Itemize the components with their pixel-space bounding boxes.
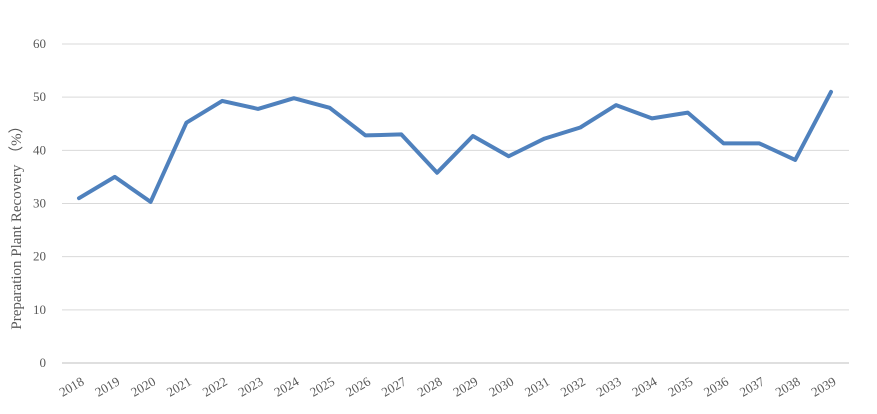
- data-point-2018: [77, 196, 81, 200]
- y-axis-ticks: 0 10 20 30 40 50 60: [33, 36, 46, 370]
- data-point-2027: [399, 132, 403, 136]
- x-tick-label: 2038: [773, 374, 803, 400]
- data-point-2020: [149, 200, 153, 204]
- data-point-2019: [113, 175, 117, 179]
- x-tick-label: 2020: [128, 374, 158, 400]
- x-tick-label: 2018: [56, 374, 86, 400]
- data-point-2021: [184, 121, 188, 125]
- gridlines: [62, 43, 849, 364]
- y-tick-label: 60: [33, 36, 46, 51]
- data-point-2023: [256, 107, 260, 111]
- x-axis-ticks: 2018 2019 2020 2021 2022 2023 2024 2025 2026 2027…: [56, 373, 838, 399]
- x-tick-label: 2036: [701, 373, 731, 399]
- data-point-2030: [507, 154, 511, 158]
- x-tick-label: 2028: [415, 374, 445, 400]
- data-point-2031: [543, 137, 547, 141]
- data-point-2033: [614, 103, 618, 107]
- y-tick-label: 50: [33, 89, 46, 104]
- x-tick-label: 2034: [629, 373, 659, 399]
- data-point-2035: [686, 111, 690, 115]
- x-tick-label: 2025: [307, 374, 337, 400]
- x-tick-label: 2031: [522, 374, 552, 400]
- data-point-2034: [650, 116, 654, 120]
- data-point-2024: [292, 96, 296, 100]
- x-tick-label: 2039: [808, 374, 838, 400]
- x-tick-label: 2021: [164, 374, 194, 400]
- x-tick-label: 2035: [665, 374, 695, 400]
- series-layer: [77, 89, 833, 204]
- data-point-2022: [220, 99, 224, 103]
- data-point-2039: [829, 90, 833, 94]
- y-tick-label: 40: [33, 142, 46, 157]
- x-tick-label: 2023: [236, 374, 266, 400]
- x-tick-label: 2033: [594, 374, 624, 400]
- series-line-0: [77, 89, 833, 204]
- y-axis-title: Preparation Plant Recovery （%）: [8, 118, 25, 329]
- data-point-2037: [757, 141, 761, 145]
- x-tick-label: 2027: [379, 373, 409, 399]
- data-point-2026: [363, 133, 367, 137]
- data-point-2036: [722, 141, 726, 145]
- y-tick-label: 10: [33, 302, 46, 317]
- x-tick-label: 2024: [271, 373, 301, 399]
- data-point-2028: [435, 171, 439, 175]
- x-tick-label: 2029: [450, 374, 480, 400]
- x-tick-label: 2032: [558, 374, 588, 400]
- data-point-2032: [578, 125, 582, 129]
- data-point-2038: [793, 158, 797, 162]
- x-tick-label: 2022: [200, 374, 230, 400]
- data-point-2029: [471, 134, 475, 138]
- x-tick-label: 2026: [343, 373, 373, 399]
- x-tick-label: 2019: [92, 374, 122, 400]
- y-tick-label: 20: [33, 249, 46, 264]
- x-tick-label: 2037: [737, 373, 767, 399]
- x-tick-label: 2030: [486, 374, 516, 400]
- y-tick-label: 0: [40, 355, 47, 370]
- data-point-2025: [328, 106, 332, 110]
- y-tick-label: 30: [33, 196, 46, 211]
